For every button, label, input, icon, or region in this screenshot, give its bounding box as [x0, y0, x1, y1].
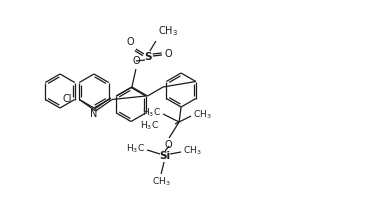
Text: O: O [165, 49, 172, 59]
Text: CH$_3$: CH$_3$ [158, 24, 178, 38]
Text: H$_3$C: H$_3$C [140, 120, 159, 132]
Text: O: O [126, 37, 134, 47]
Text: CH$_3$: CH$_3$ [152, 176, 170, 188]
Text: CH$_3$: CH$_3$ [193, 109, 212, 121]
Text: O: O [164, 140, 172, 150]
Text: H$_3$C: H$_3$C [142, 107, 161, 119]
Text: N: N [90, 109, 98, 119]
Text: CH$_3$: CH$_3$ [183, 145, 202, 157]
Text: Cl: Cl [62, 95, 72, 104]
Text: O: O [132, 56, 140, 66]
Text: Si: Si [160, 151, 170, 161]
Text: S: S [144, 52, 152, 62]
Text: H$_3$C: H$_3$C [126, 143, 145, 155]
